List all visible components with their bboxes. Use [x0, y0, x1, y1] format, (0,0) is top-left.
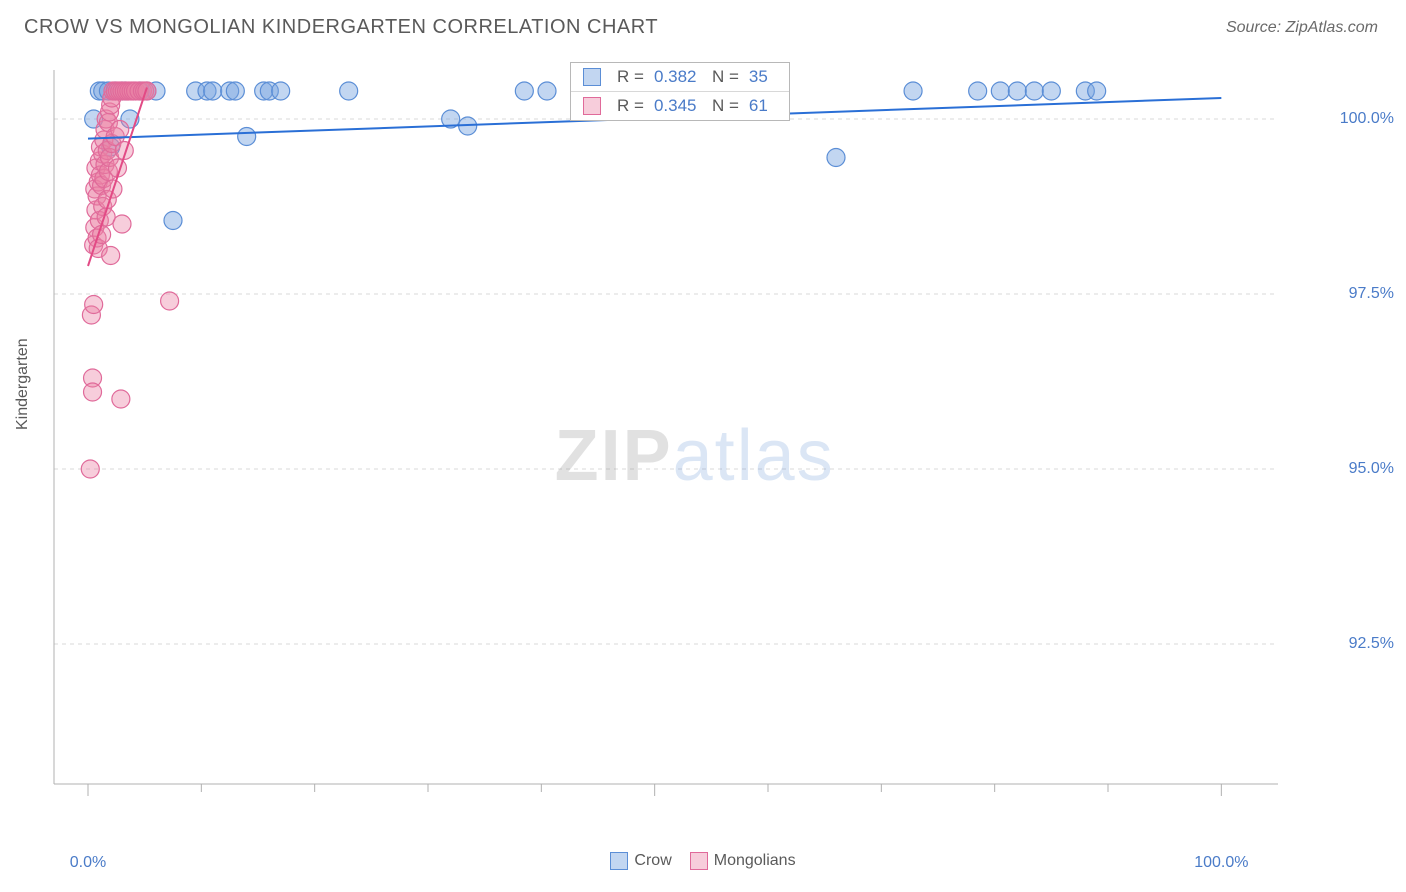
stat-r-label: R =: [617, 96, 644, 116]
chart-title: CROW VS MONGOLIAN KINDERGARTEN CORRELATI…: [24, 16, 658, 39]
stat-n-value: 61: [749, 96, 777, 116]
y-tick-label: 95.0%: [1349, 460, 1394, 478]
series-swatch: [583, 68, 601, 86]
legend-item: Crow: [610, 852, 671, 870]
stats-row: R = 0.345 N = 61: [571, 92, 789, 120]
y-tick-label: 97.5%: [1349, 285, 1394, 303]
correlation-stats-box: R = 0.382 N = 35 R = 0.345 N = 61: [570, 62, 790, 121]
stat-r-value: 0.345: [654, 96, 702, 116]
scatter-chart: [50, 60, 1378, 800]
legend-label: Crow: [634, 852, 671, 869]
legend-swatch: [690, 852, 708, 870]
legend: Crow Mongolians: [0, 852, 1406, 870]
stat-r-label: R =: [617, 67, 644, 87]
y-axis-label: Kindergarten: [14, 338, 32, 430]
stat-n-label: N =: [712, 96, 739, 116]
y-tick-label: 100.0%: [1340, 110, 1394, 128]
legend-label: Mongolians: [714, 852, 796, 869]
stat-n-value: 35: [749, 67, 777, 87]
stat-r-value: 0.382: [654, 67, 702, 87]
legend-swatch: [610, 852, 628, 870]
stats-row: R = 0.382 N = 35: [571, 63, 789, 92]
plot-area: ZIPatlas: [50, 60, 1378, 800]
source-label: Source: ZipAtlas.com: [1226, 19, 1378, 37]
y-tick-label: 92.5%: [1349, 635, 1394, 653]
series-swatch: [583, 97, 601, 115]
stat-n-label: N =: [712, 67, 739, 87]
legend-item: Mongolians: [690, 852, 796, 870]
